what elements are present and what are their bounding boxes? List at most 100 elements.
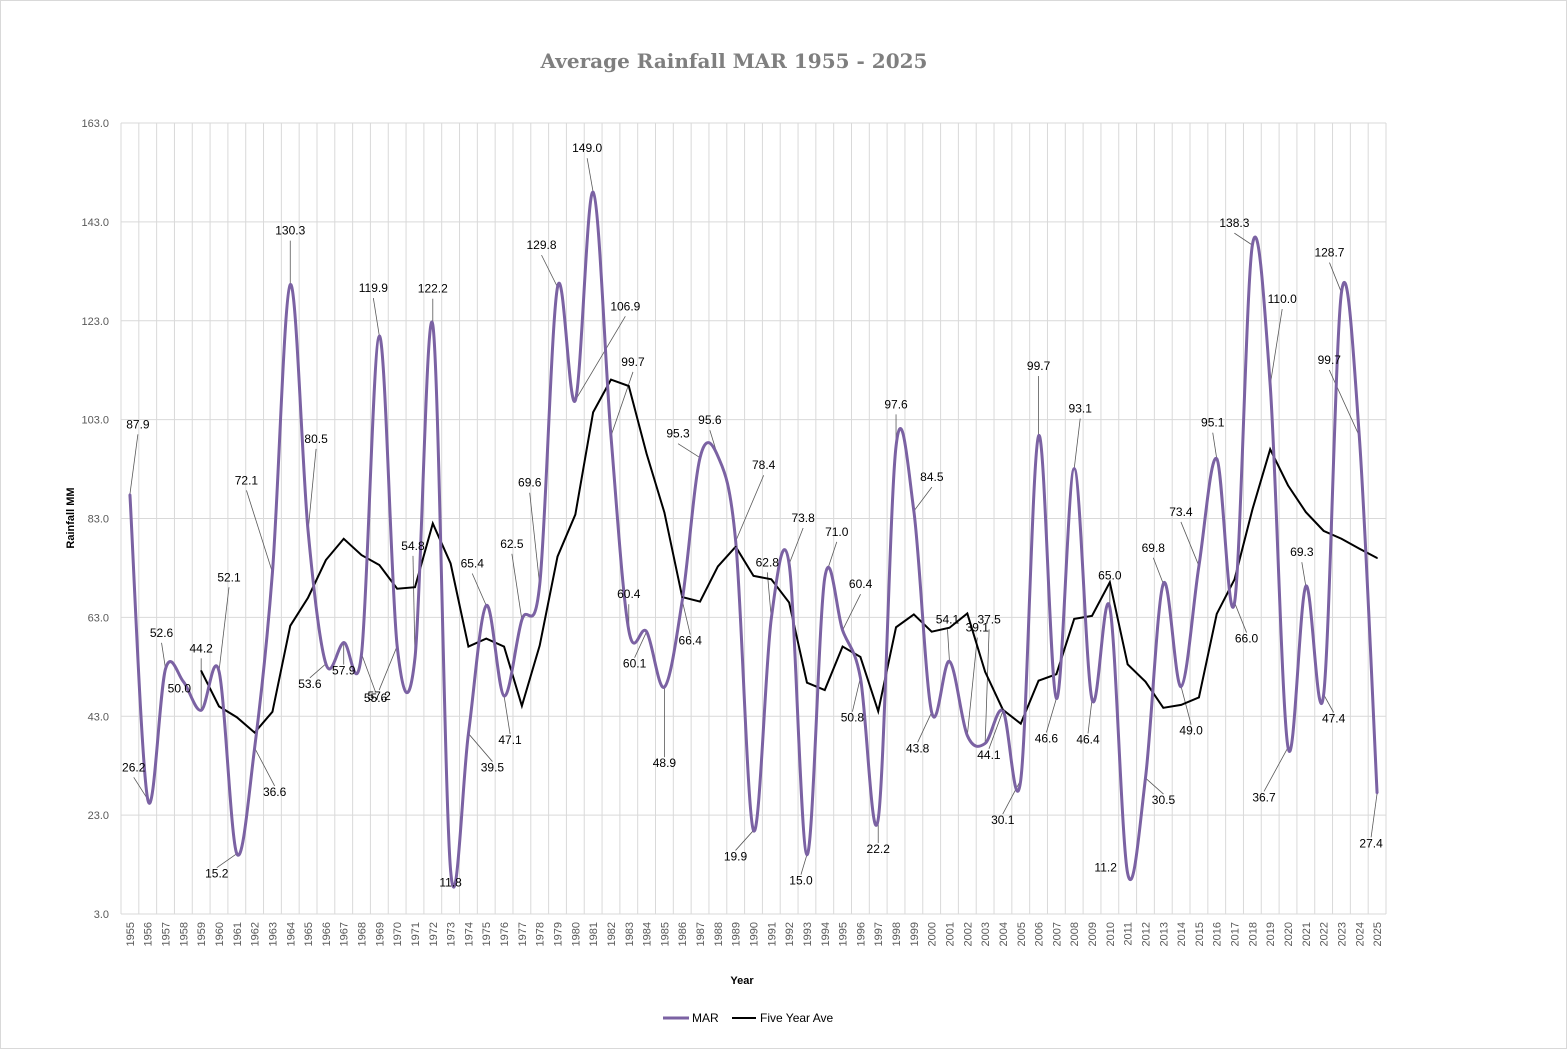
mar-point <box>752 829 755 832</box>
x-tick-label: 2000 <box>927 922 939 946</box>
data-label: 57.2 <box>367 689 391 703</box>
x-tick-label: 1970 <box>392 922 404 946</box>
data-label: 52.1 <box>217 570 241 584</box>
mar-point <box>342 641 345 644</box>
five-year-ave-point <box>342 537 345 540</box>
mar-point <box>413 656 416 659</box>
y-tick-label: 123.0 <box>81 316 109 328</box>
data-label: 55.6 <box>364 691 388 705</box>
data-label: 60.4 <box>849 577 873 591</box>
mar-point <box>1073 467 1076 470</box>
data-label: 49.0 <box>1179 724 1203 738</box>
x-tick-label: 2010 <box>1105 922 1117 946</box>
x-tick-label: 1998 <box>891 922 903 946</box>
five-year-ave-point <box>592 411 594 414</box>
x-tick-label: 1996 <box>855 922 867 946</box>
five-year-ave-point <box>1091 615 1093 617</box>
five-year-ave-point <box>1340 537 1343 540</box>
data-label: 39.5 <box>481 761 505 775</box>
x-tick-label: 1956 <box>143 922 155 946</box>
five-year-ave-point <box>1055 673 1058 676</box>
five-year-ave-point <box>1305 511 1307 513</box>
mar-point <box>681 599 684 602</box>
five-year-ave-point <box>396 587 398 590</box>
data-label: 138.3 <box>1219 216 1249 230</box>
mar-point <box>1144 777 1147 780</box>
x-tick-label: 1997 <box>873 922 885 946</box>
mar-point <box>1358 434 1361 437</box>
five-year-ave-point <box>930 630 933 633</box>
five-year-ave-point <box>236 716 238 719</box>
mar-point <box>859 676 862 679</box>
x-tick-label: 2025 <box>1372 922 1384 946</box>
data-label: 130.3 <box>275 224 305 238</box>
mar-point <box>538 583 541 586</box>
data-label: 78.4 <box>752 458 776 472</box>
data-label: 22.2 <box>867 842 891 856</box>
x-tick-label: 1963 <box>267 922 279 946</box>
mar-point <box>360 652 363 655</box>
data-label: 66.4 <box>679 634 703 648</box>
five-year-ave-point <box>948 626 951 629</box>
mar-point <box>449 869 452 872</box>
mar-point <box>663 686 666 689</box>
data-label: 53.6 <box>298 677 322 691</box>
mar-point <box>823 576 826 579</box>
y-tick-label: 3.0 <box>94 909 109 921</box>
data-label: 60.4 <box>617 587 641 601</box>
five-year-ave-point <box>770 578 773 581</box>
data-label: 95.6 <box>698 413 722 427</box>
x-tick-label: 2015 <box>1194 922 1206 946</box>
five-year-ave-point <box>1126 663 1129 666</box>
data-label: 11.2 <box>1094 860 1117 874</box>
mar-point <box>253 746 256 749</box>
x-tick-label: 2001 <box>944 922 956 946</box>
data-label: 19.9 <box>724 849 748 863</box>
label-leader-line <box>468 733 493 762</box>
label-leader-line <box>988 710 1004 749</box>
five-year-ave-point <box>627 385 630 387</box>
five-year-ave-point <box>503 645 505 648</box>
data-label: 106.9 <box>610 299 640 313</box>
x-tick-label: 1959 <box>196 922 208 946</box>
data-label: 44.1 <box>977 748 1001 762</box>
label-leader-line <box>766 572 772 619</box>
data-label: 44.2 <box>189 641 213 655</box>
mar-point <box>146 798 149 801</box>
data-label: 47.4 <box>1322 711 1346 725</box>
x-tick-label: 2013 <box>1158 922 1170 946</box>
label-leader-line <box>529 492 541 585</box>
data-label: 52.6 <box>150 626 174 640</box>
five-year-ave-point <box>1037 679 1040 682</box>
mar-point <box>1197 564 1200 567</box>
mar-point <box>984 742 987 745</box>
five-year-ave-point <box>556 555 559 558</box>
mar-point <box>645 630 648 633</box>
five-year-ave-point <box>325 559 327 561</box>
mar-point <box>699 456 702 459</box>
data-label: 95.1 <box>1201 416 1225 430</box>
mar-point <box>1091 698 1094 701</box>
mar-point <box>182 680 185 683</box>
data-label: 66.0 <box>1235 632 1259 646</box>
label-leader-line <box>1002 779 1022 815</box>
data-label: 30.1 <box>991 813 1015 827</box>
five-year-ave-point <box>431 522 434 525</box>
label-leader-line <box>1263 747 1289 792</box>
label-leader-line <box>1301 562 1307 587</box>
x-tick-label: 1975 <box>481 922 493 946</box>
label-leader-line <box>1145 777 1164 795</box>
five-year-ave-point <box>1269 448 1271 451</box>
five-year-ave-point <box>218 705 220 708</box>
label-leader-line <box>984 629 990 744</box>
five-year-ave-point <box>449 562 452 565</box>
five-year-ave-point <box>1109 581 1111 584</box>
legend-label-mar: MAR <box>692 1011 719 1025</box>
label-leader-line <box>1152 557 1164 584</box>
x-tick-label: 1964 <box>285 922 297 946</box>
data-label: 149.0 <box>572 141 602 155</box>
x-tick-label: 1999 <box>909 922 921 946</box>
x-tick-label: 1960 <box>214 922 226 946</box>
five-year-ave-point <box>877 710 880 713</box>
label-leader-line <box>1180 686 1192 725</box>
